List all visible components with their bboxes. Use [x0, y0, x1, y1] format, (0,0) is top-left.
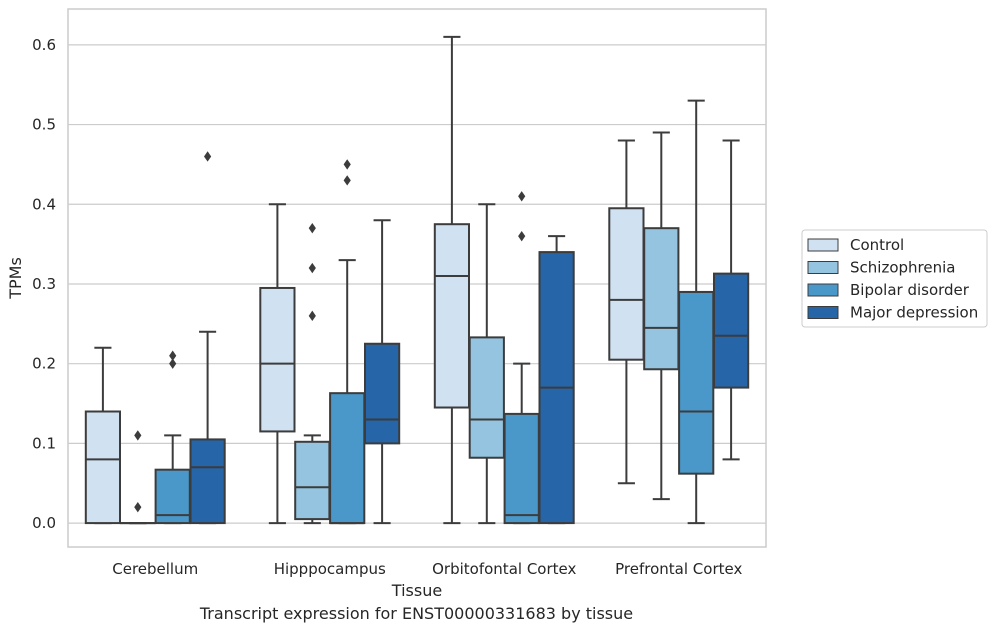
box-group [468, 203, 505, 525]
y-tick-label: 0.4 [32, 195, 56, 213]
legend-swatch [807, 283, 839, 297]
y-tick-label: 0.5 [32, 116, 56, 134]
box-group [538, 235, 575, 525]
legend-frame [801, 229, 988, 328]
legend-label: Control [850, 236, 904, 254]
y-axis-label: TPMs [6, 257, 25, 300]
box-group [259, 203, 296, 525]
outlier-marker [343, 159, 351, 170]
box-group [363, 219, 401, 525]
x-tick-label: Prefrontal Cortex [615, 560, 742, 578]
box-group [84, 346, 122, 525]
box [468, 336, 505, 459]
x-axis-ticks: Cerebellum Hipppocampus Orbitofontal Corte… [112, 560, 742, 578]
box-group [294, 223, 331, 525]
box [643, 227, 680, 371]
x-tick-label: Orbitofontal Cortex [432, 560, 576, 578]
box-group [189, 151, 226, 525]
outlier-marker [308, 262, 316, 274]
box [712, 272, 750, 389]
gridlines [68, 44, 766, 524]
box-group [503, 191, 540, 525]
x-axis-label: Tissue [391, 581, 442, 600]
box-group [643, 131, 680, 501]
legend-items: Control Schizophrenia Bipolar disorder Majo… [807, 236, 978, 322]
box [329, 392, 366, 525]
box [259, 286, 296, 433]
outlier-marker [204, 151, 212, 162]
legend-swatch [807, 238, 839, 252]
legend-swatch [807, 261, 839, 274]
box-group [154, 350, 191, 525]
box [433, 223, 471, 409]
outlier-marker [308, 310, 316, 322]
box [189, 438, 226, 525]
y-tick-label: 0.2 [32, 355, 56, 373]
box [363, 342, 401, 445]
box [608, 207, 645, 361]
plot-frame [67, 8, 767, 548]
x-tick-label: Hipppocampus [274, 560, 386, 578]
outlier-marker [169, 358, 177, 369]
legend: Control Schizophrenia Bipolar disorder Majo… [801, 229, 988, 328]
outlier-marker [169, 350, 177, 361]
x-tick-label: Cerebellum [112, 560, 198, 578]
outlier-marker [518, 230, 526, 242]
outlier-marker [518, 191, 526, 202]
box [294, 440, 331, 521]
box-group [608, 139, 645, 485]
outlier-marker [343, 175, 351, 186]
box-group [329, 159, 366, 525]
box-group [433, 35, 471, 525]
box [84, 410, 122, 525]
outlier-marker [308, 223, 316, 234]
box [678, 290, 715, 475]
legend-swatch [807, 306, 839, 319]
box-group [712, 139, 750, 461]
y-tick-label: 0.3 [32, 275, 56, 293]
legend-label: Schizophrenia [850, 259, 955, 277]
outlier-marker [134, 430, 142, 441]
y-tick-label: 0.6 [32, 36, 56, 54]
box [503, 412, 540, 525]
outlier-marker [134, 501, 142, 513]
chart-caption: Transcript expression for ENST0000033168… [199, 604, 634, 623]
y-tick-label: 0.0 [32, 514, 56, 532]
legend-label: Major depression [850, 304, 978, 322]
box-group [678, 99, 715, 525]
y-tick-label: 0.1 [32, 434, 56, 452]
box-group [119, 430, 156, 525]
y-axis-ticks: 0.0 0.1 0.2 0.3 0.4 0.5 0.6 [32, 36, 56, 532]
legend-label: Bipolar disorder [850, 281, 970, 299]
boxes [84, 35, 750, 525]
